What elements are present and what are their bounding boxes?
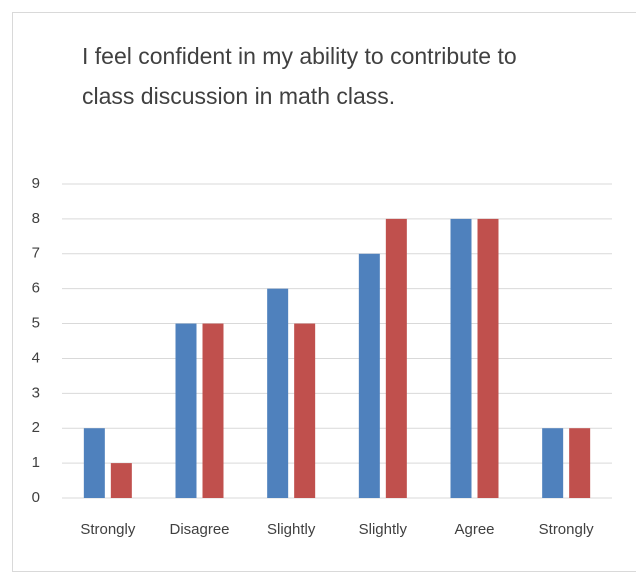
x-tick-label: Disagree xyxy=(169,521,229,538)
x-tick-label: Slightly xyxy=(267,521,316,538)
bar xyxy=(202,323,224,498)
page: {"chart_data": {"type": "bar", "title": … xyxy=(12,12,636,572)
y-tick-label: 8 xyxy=(32,210,40,227)
bar xyxy=(294,323,316,498)
y-tick-label: 5 xyxy=(32,315,40,332)
bar xyxy=(542,428,564,498)
x-tick-label: Strongly xyxy=(80,521,136,538)
bar xyxy=(385,218,407,498)
y-tick-label: 4 xyxy=(32,349,40,366)
x-tick-label: Slightly xyxy=(359,521,408,538)
bar xyxy=(110,463,132,498)
bar xyxy=(267,288,289,498)
bar xyxy=(358,253,380,498)
y-tick-label: 1 xyxy=(32,454,40,471)
y-tick-label: 3 xyxy=(32,384,40,401)
bar xyxy=(83,428,105,498)
y-tick-label: 2 xyxy=(32,419,40,436)
y-tick-label: 7 xyxy=(32,245,40,262)
y-tick-label: 6 xyxy=(32,280,40,297)
y-tick-label: 0 xyxy=(32,489,40,506)
bar xyxy=(569,428,591,498)
y-tick-label: 9 xyxy=(32,175,40,192)
bar xyxy=(450,218,472,498)
x-tick-label: Strongly xyxy=(539,521,595,538)
bar xyxy=(175,323,197,498)
bar xyxy=(477,218,499,498)
x-tick-label: Agree xyxy=(454,521,494,538)
chart-title: I feel confident in my ability to contri… xyxy=(82,43,517,109)
chart: 0 1 2 3 4 5 6 7 8 9 Strongly Disagree Slightly Slight… xyxy=(32,175,612,538)
